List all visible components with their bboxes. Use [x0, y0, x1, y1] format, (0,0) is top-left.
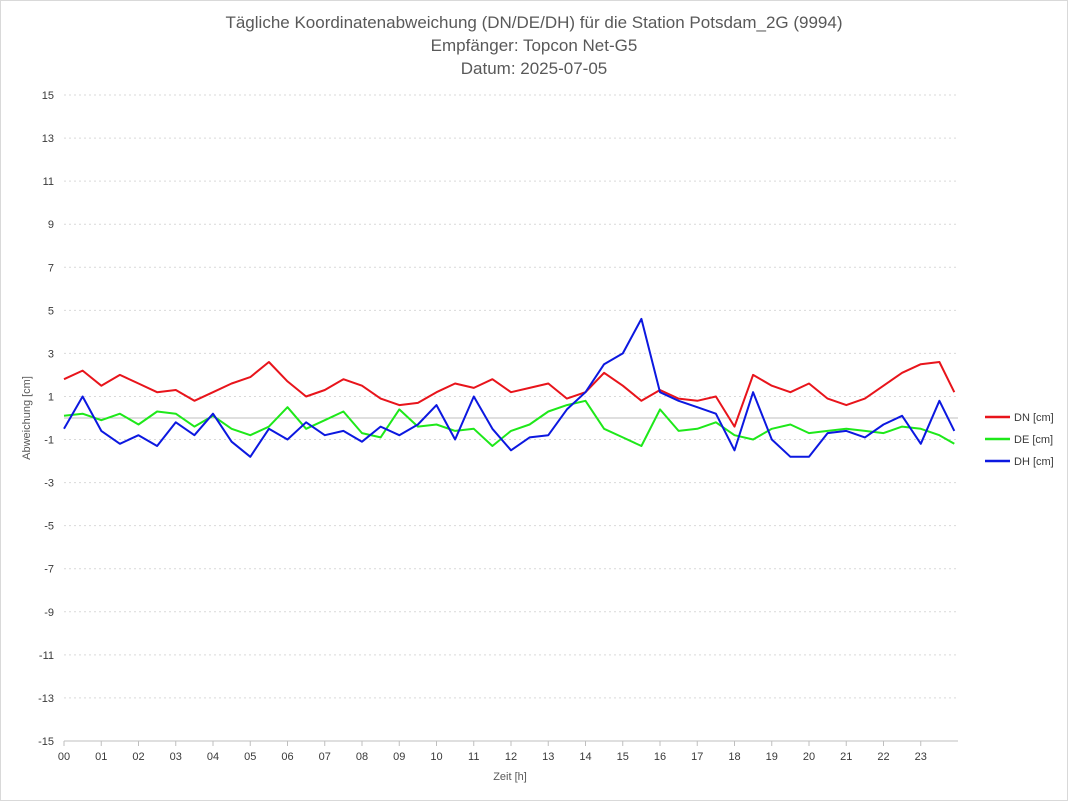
- chart-title-line-3: Datum: 2025-07-05: [461, 59, 607, 78]
- x-tick-label: 16: [654, 751, 666, 763]
- x-tick-label: 09: [393, 751, 405, 763]
- y-tick-label: -5: [44, 521, 54, 533]
- x-tick-label: 21: [840, 751, 852, 763]
- x-tick-label: 01: [95, 751, 107, 763]
- legend-label: DE [cm]: [1014, 434, 1053, 446]
- x-tick-label: 19: [766, 751, 778, 763]
- x-tick-label: 07: [319, 751, 331, 763]
- y-tick-label: 3: [48, 348, 54, 360]
- x-axis-label: Zeit [h]: [493, 771, 527, 783]
- x-tick-label: 06: [281, 751, 293, 763]
- x-tick-label: 14: [579, 751, 591, 763]
- x-tick-label: 11: [468, 751, 479, 763]
- x-tick-label: 00: [58, 751, 70, 763]
- y-tick-label: 13: [42, 133, 54, 145]
- chart-title-line-2: Empfänger: Topcon Net-G5: [431, 36, 638, 55]
- series-line-de: [63, 399, 955, 447]
- chart-title-line-1: Tägliche Koordinatenabweichung (DN/DE/DH…: [225, 13, 842, 32]
- x-tick-label: 13: [542, 751, 554, 763]
- y-tick-label: 1: [48, 391, 54, 403]
- y-tick-label: 11: [43, 176, 54, 188]
- x-tick-label: 23: [915, 751, 927, 763]
- y-tick-label: -1: [44, 435, 54, 447]
- x-tick-label: 12: [505, 751, 517, 763]
- legend-label: DN [cm]: [1014, 412, 1054, 424]
- legend: DN [cm] DE [cm] DH [cm]: [985, 412, 1054, 468]
- series-line-dn: [63, 361, 956, 428]
- x-tick-label: 22: [877, 751, 889, 763]
- y-tick-label: 7: [48, 262, 54, 274]
- x-axis-ticks: 00 01 02 03 04 05 06 07 08 09 10 11 12 13 14 15 16 17 18 19…: [58, 740, 958, 763]
- legend-label: DH [cm]: [1014, 456, 1054, 468]
- x-tick-label: 03: [170, 751, 182, 763]
- x-tick-label: 02: [132, 751, 144, 763]
- x-tick-label: 04: [207, 751, 219, 763]
- y-tick-label: -9: [44, 607, 54, 619]
- x-tick-label: 17: [691, 751, 703, 763]
- y-axis-ticks: 15 13 11 9 7 5 3 1 -1 -3 -5 -7 -9 -11 -13 -15: [38, 90, 54, 748]
- y-tick-label: 15: [42, 90, 54, 102]
- x-tick-label: 10: [430, 751, 442, 763]
- x-tick-label: 05: [244, 751, 256, 763]
- x-tick-label: 20: [803, 751, 815, 763]
- y-tick-label: -15: [38, 736, 54, 748]
- series-line-dh: [63, 317, 956, 458]
- x-tick-label: 18: [728, 751, 740, 763]
- y-tick-label: 9: [48, 219, 54, 231]
- y-tick-label: -7: [44, 564, 54, 576]
- y-axis-label: Abweichung [cm]: [21, 376, 33, 460]
- y-tick-label: 5: [48, 305, 54, 317]
- y-tick-label: -3: [44, 478, 54, 490]
- gridlines: [64, 94, 958, 742]
- y-tick-label: -13: [38, 693, 54, 705]
- x-tick-label: 15: [617, 751, 629, 763]
- chart-title: Tägliche Koordinatenabweichung (DN/DE/DH…: [225, 13, 842, 78]
- x-tick-label: 08: [356, 751, 368, 763]
- series-lines: [63, 317, 956, 458]
- y-tick-label: -11: [39, 650, 54, 662]
